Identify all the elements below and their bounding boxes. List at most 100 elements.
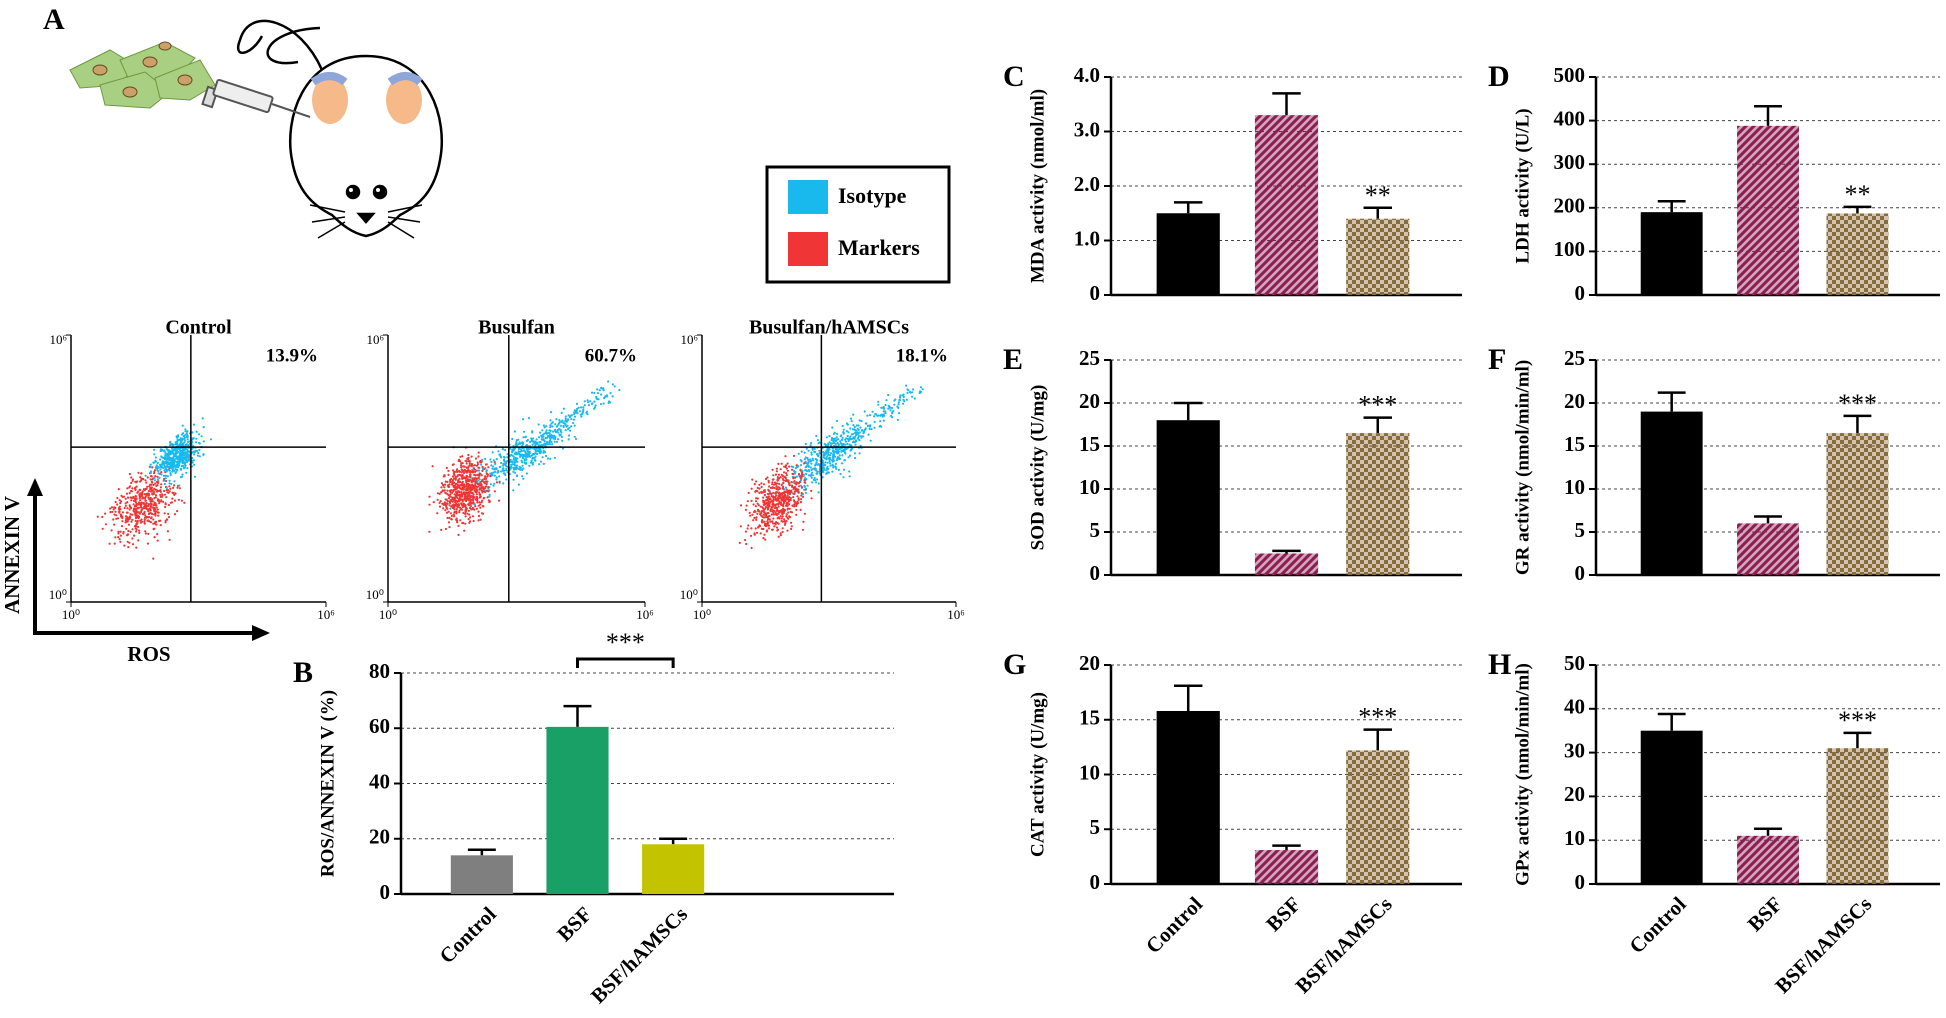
event-dot [146,542,149,545]
event-dot [168,490,171,493]
event-dot [549,457,552,460]
event-dot [444,492,447,495]
event-dot [532,441,535,444]
event-dot [154,511,157,514]
event-dot [186,435,189,438]
event-dot [464,522,467,525]
event-dot [126,507,129,510]
event-dot [450,518,453,521]
event-dot [151,500,154,503]
event-dot [539,431,542,434]
event-dot [818,470,821,473]
event-dot [126,540,129,543]
x-tick-label: Control [1624,892,1690,958]
event-dot [172,465,175,468]
event-dot [192,423,196,426]
event-dot [475,469,478,472]
event-dot [902,398,905,401]
event-dot [586,413,589,416]
event-dot [165,462,168,465]
event-dot [827,451,830,454]
event-dot [453,515,456,518]
event-dot [887,407,890,410]
event-dot [475,464,478,467]
event-dot [156,475,159,478]
event-dot [823,452,826,455]
event-dot [763,520,766,523]
event-dot [447,494,450,497]
event-dot [186,438,189,441]
event-dot [813,477,816,480]
event-dot [785,513,788,516]
syringe [201,78,311,118]
event-dot [799,501,803,504]
event-dot [780,462,783,465]
event-dot [827,442,830,445]
event-dot [153,476,156,480]
event-dot [782,503,785,506]
event-dot [744,538,747,542]
event-dot [756,497,759,500]
event-dot [186,449,189,453]
event-dot [175,460,178,463]
event-dot [780,493,783,496]
event-dot [618,388,621,392]
event-dot [771,506,774,509]
event-dot [174,471,177,475]
event-dot [772,511,775,514]
event-dot [127,523,130,526]
event-dot [465,487,468,491]
event-dot [487,466,490,469]
event-dot [157,500,161,503]
event-dot [869,439,872,442]
event-dot [113,513,116,516]
event-dot [804,456,807,459]
event-dot [795,508,798,511]
event-dot [472,495,475,498]
event-dot [555,418,558,421]
event-dot [611,383,614,386]
event-dot [137,539,140,542]
event-dot [168,461,171,464]
event-dot [163,456,167,459]
event-dot [455,488,458,491]
event-dot [576,411,579,414]
event-dot [762,496,765,499]
event-dot [764,507,767,510]
event-dot [495,467,498,471]
event-dot [776,503,780,506]
event-dot [856,431,859,434]
event-dot [587,401,590,404]
event-dot [857,428,860,431]
event-dot [822,467,826,470]
event-dot [544,436,547,440]
event-dot [517,483,521,486]
event-dot [575,402,579,405]
event-dot [795,464,798,467]
event-dot [165,470,168,473]
event-dot [921,388,924,391]
event-dot [479,495,482,498]
event-dot [836,432,839,435]
event-dot [561,439,564,442]
event-dot [460,464,463,467]
event-dot [131,513,134,516]
event-dot [177,435,180,438]
event-dot [514,458,518,461]
event-dot [750,527,753,530]
y-tick-label: 40 [369,769,390,793]
legend-swatch [788,180,828,214]
event-dot [804,469,807,472]
event-dot [448,504,451,507]
event-dot [775,485,778,488]
event-dot [804,472,808,475]
event-dot [849,417,853,420]
event-dot [860,429,864,432]
event-dot [762,503,766,506]
event-dot [468,480,471,483]
event-dot [154,456,157,459]
event-dot [782,511,785,515]
event-dot [550,440,553,444]
